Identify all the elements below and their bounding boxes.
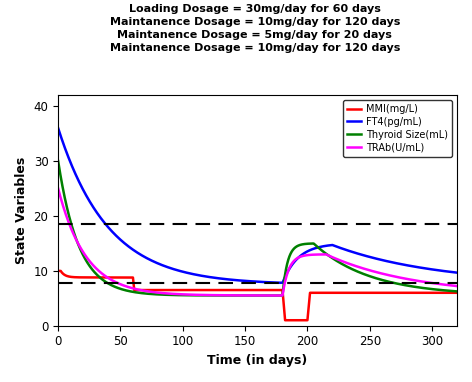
Y-axis label: State Variables: State Variables [15,157,28,264]
Text: Loading Dosage = 30mg/day for 60 days
Maintanence Dosage = 10mg/day for 120 days: Loading Dosage = 30mg/day for 60 days Ma… [110,4,400,53]
X-axis label: Time (in days): Time (in days) [208,354,308,367]
Legend: MMI(mg/L), FT4(pg/mL), Thyroid Size(mL), TRAb(U/mL): MMI(mg/L), FT4(pg/mL), Thyroid Size(mL),… [343,100,452,157]
